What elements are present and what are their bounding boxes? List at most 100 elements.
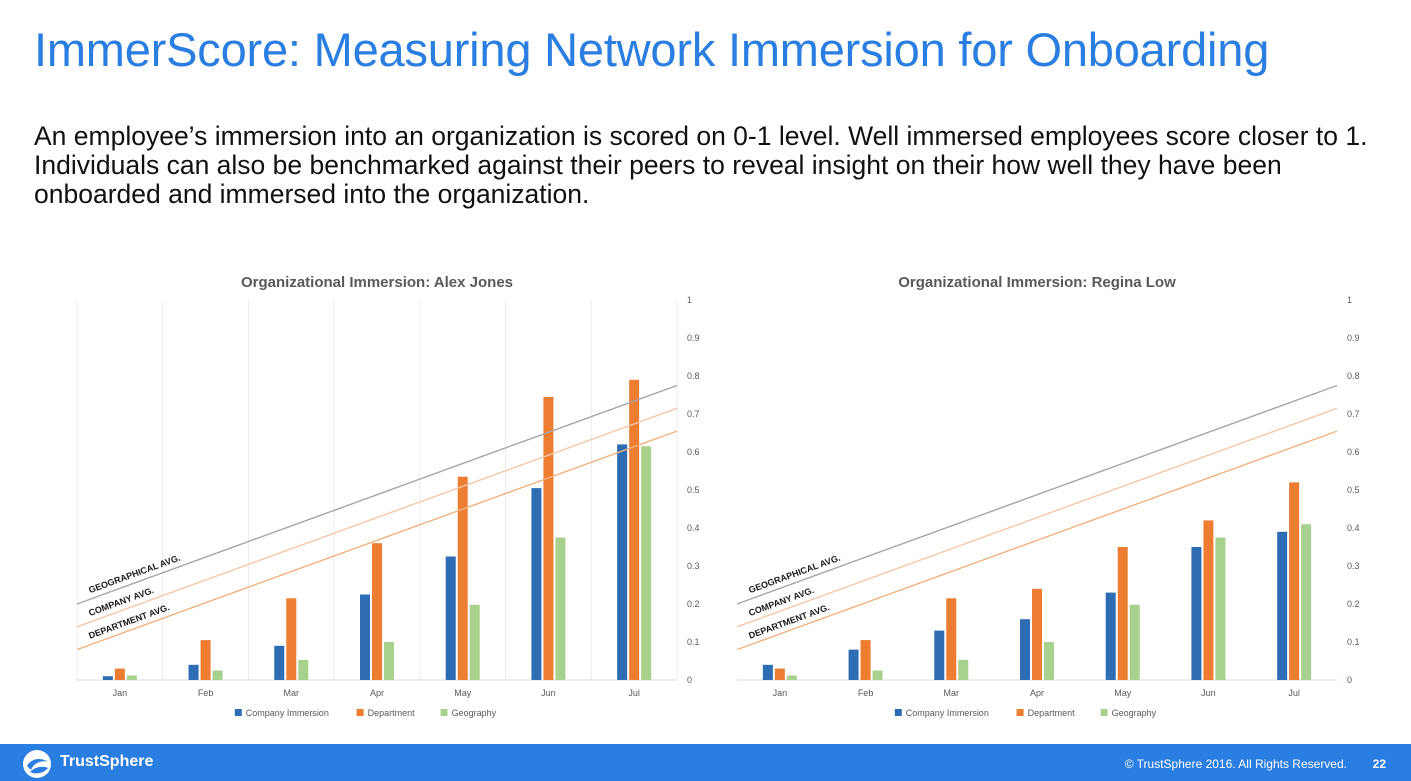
legend-swatch — [234, 709, 242, 716]
y-tick-label: 0.2 — [687, 599, 700, 609]
bar-department — [286, 598, 297, 680]
y-tick-label: 0.9 — [687, 333, 700, 343]
y-tick-label: 0.4 — [1347, 523, 1360, 533]
x-tick-label: May — [1114, 688, 1132, 698]
bar-company-immersion — [1105, 592, 1116, 680]
bar-geography — [1129, 604, 1140, 680]
bar-geography — [469, 604, 480, 680]
legend-label: Company Immersion — [246, 708, 329, 718]
bar-department — [543, 396, 554, 680]
bar-geography — [1301, 524, 1312, 680]
bar-company-immersion — [1191, 547, 1202, 680]
bar-department — [1203, 520, 1214, 680]
footer-bar: TrustSphere © TrustSphere 2016. All Righ… — [0, 744, 1411, 781]
y-tick-label: 0.1 — [1347, 637, 1360, 647]
x-tick-label: Jul — [628, 688, 640, 698]
x-tick-label: Jan — [113, 688, 128, 698]
x-tick-label: Apr — [370, 688, 384, 698]
legend-label: Geography — [452, 708, 497, 718]
bar-geography — [1044, 642, 1054, 680]
slide-title: ImmerScore: Measuring Network Immersion … — [34, 23, 1270, 76]
page-number: 22 — [1372, 757, 1386, 771]
footer-copyright: © TrustSphere 2016. All Rights Reserved. — [1124, 757, 1347, 771]
y-tick-label: 0.7 — [687, 409, 700, 419]
legend-swatch — [440, 709, 448, 716]
legend-swatch — [356, 709, 364, 716]
y-tick-label: 0.3 — [1347, 561, 1360, 571]
bar-geography — [1215, 537, 1226, 680]
x-tick-label: Feb — [858, 688, 874, 698]
legend-swatch — [1100, 709, 1108, 716]
x-tick-label: Jun — [1201, 688, 1216, 698]
y-tick-label: 0.4 — [687, 523, 700, 533]
y-tick-label: 0.2 — [1347, 599, 1360, 609]
bar-department — [114, 668, 125, 680]
bar-department — [629, 379, 640, 680]
y-tick-label: 0.7 — [1347, 409, 1360, 419]
chart-alex-jones-svg: Organizational Immersion: Alex Jones 0 0.1… — [76, 274, 700, 718]
x-tick-label: Jun — [541, 688, 556, 698]
footer-brand: TrustSphere — [60, 753, 154, 770]
reference-line — [76, 430, 678, 651]
bar-company-immersion — [445, 556, 456, 680]
legend-swatch — [1016, 709, 1024, 716]
bar-department — [1032, 588, 1042, 680]
bar-geography — [126, 675, 137, 680]
x-tick-label: Mar — [284, 688, 300, 698]
x-tick-label: Jul — [1288, 688, 1300, 698]
reference-line-label: GEOGRAPHICAL AVG. — [747, 553, 841, 596]
y-tick-label: 0.9 — [1347, 333, 1360, 343]
bar-company-immersion — [1277, 531, 1288, 680]
reference-line — [76, 407, 678, 628]
bar-company-immersion — [617, 444, 628, 680]
x-tick-label: May — [454, 688, 472, 698]
y-tick-label: 0.3 — [687, 561, 700, 571]
reference-line — [76, 384, 678, 605]
bar-geography — [212, 670, 223, 680]
reference-line — [736, 430, 1338, 651]
legend-label: Department — [1028, 708, 1076, 718]
y-tick-label: 0.8 — [687, 371, 700, 381]
y-tick-label: 1 — [1347, 295, 1352, 305]
legend-label: Company Immersion — [906, 708, 989, 718]
y-tick-label: 0 — [1347, 675, 1352, 685]
bar-geography — [872, 670, 883, 680]
bar-department — [774, 668, 785, 680]
x-tick-label: Jan — [773, 688, 788, 698]
bar-department — [372, 543, 382, 680]
bar-department — [946, 598, 957, 680]
y-tick-label: 1 — [687, 295, 692, 305]
bar-company-immersion — [934, 630, 945, 680]
bar-department — [860, 640, 871, 680]
bar-company-immersion — [274, 645, 285, 680]
chart-title: Organizational Immersion: Regina Low — [898, 274, 1176, 291]
bar-geography — [786, 675, 797, 680]
legend-label: Geography — [1112, 708, 1157, 718]
bar-department — [457, 476, 468, 680]
bar-company-immersion — [360, 594, 370, 680]
chart-regina-low-svg: Organizational Immersion: Regina Low 0 0.1… — [736, 274, 1360, 718]
y-tick-label: 0.6 — [687, 447, 700, 457]
chart-title: Organizational Immersion: Alex Jones — [241, 274, 513, 291]
slide-description: An employee’s immersion into an organiza… — [34, 121, 1368, 209]
chart-regina-low: Organizational Immersion: Regina Low 0 0.1… — [700, 265, 1395, 730]
y-tick-label: 0.8 — [1347, 371, 1360, 381]
bar-geography — [958, 659, 969, 680]
x-tick-label: Mar — [944, 688, 960, 698]
trustsphere-logo-icon — [23, 750, 51, 778]
bar-company-immersion — [762, 664, 773, 680]
y-tick-label: 0 — [687, 675, 692, 685]
bar-company-immersion — [848, 649, 859, 680]
bar-department — [1289, 482, 1300, 680]
bar-company-immersion — [102, 676, 113, 680]
bar-geography — [555, 537, 566, 680]
reference-line — [736, 384, 1338, 605]
bar-geography — [641, 446, 652, 680]
legend-label: Department — [368, 708, 416, 718]
bar-company-immersion — [531, 488, 542, 680]
y-tick-label: 0.6 — [1347, 447, 1360, 457]
bar-company-immersion — [188, 664, 199, 680]
reference-line-label: GEOGRAPHICAL AVG. — [87, 553, 181, 596]
y-tick-label: 0.5 — [687, 485, 700, 495]
legend-swatch — [894, 709, 902, 716]
